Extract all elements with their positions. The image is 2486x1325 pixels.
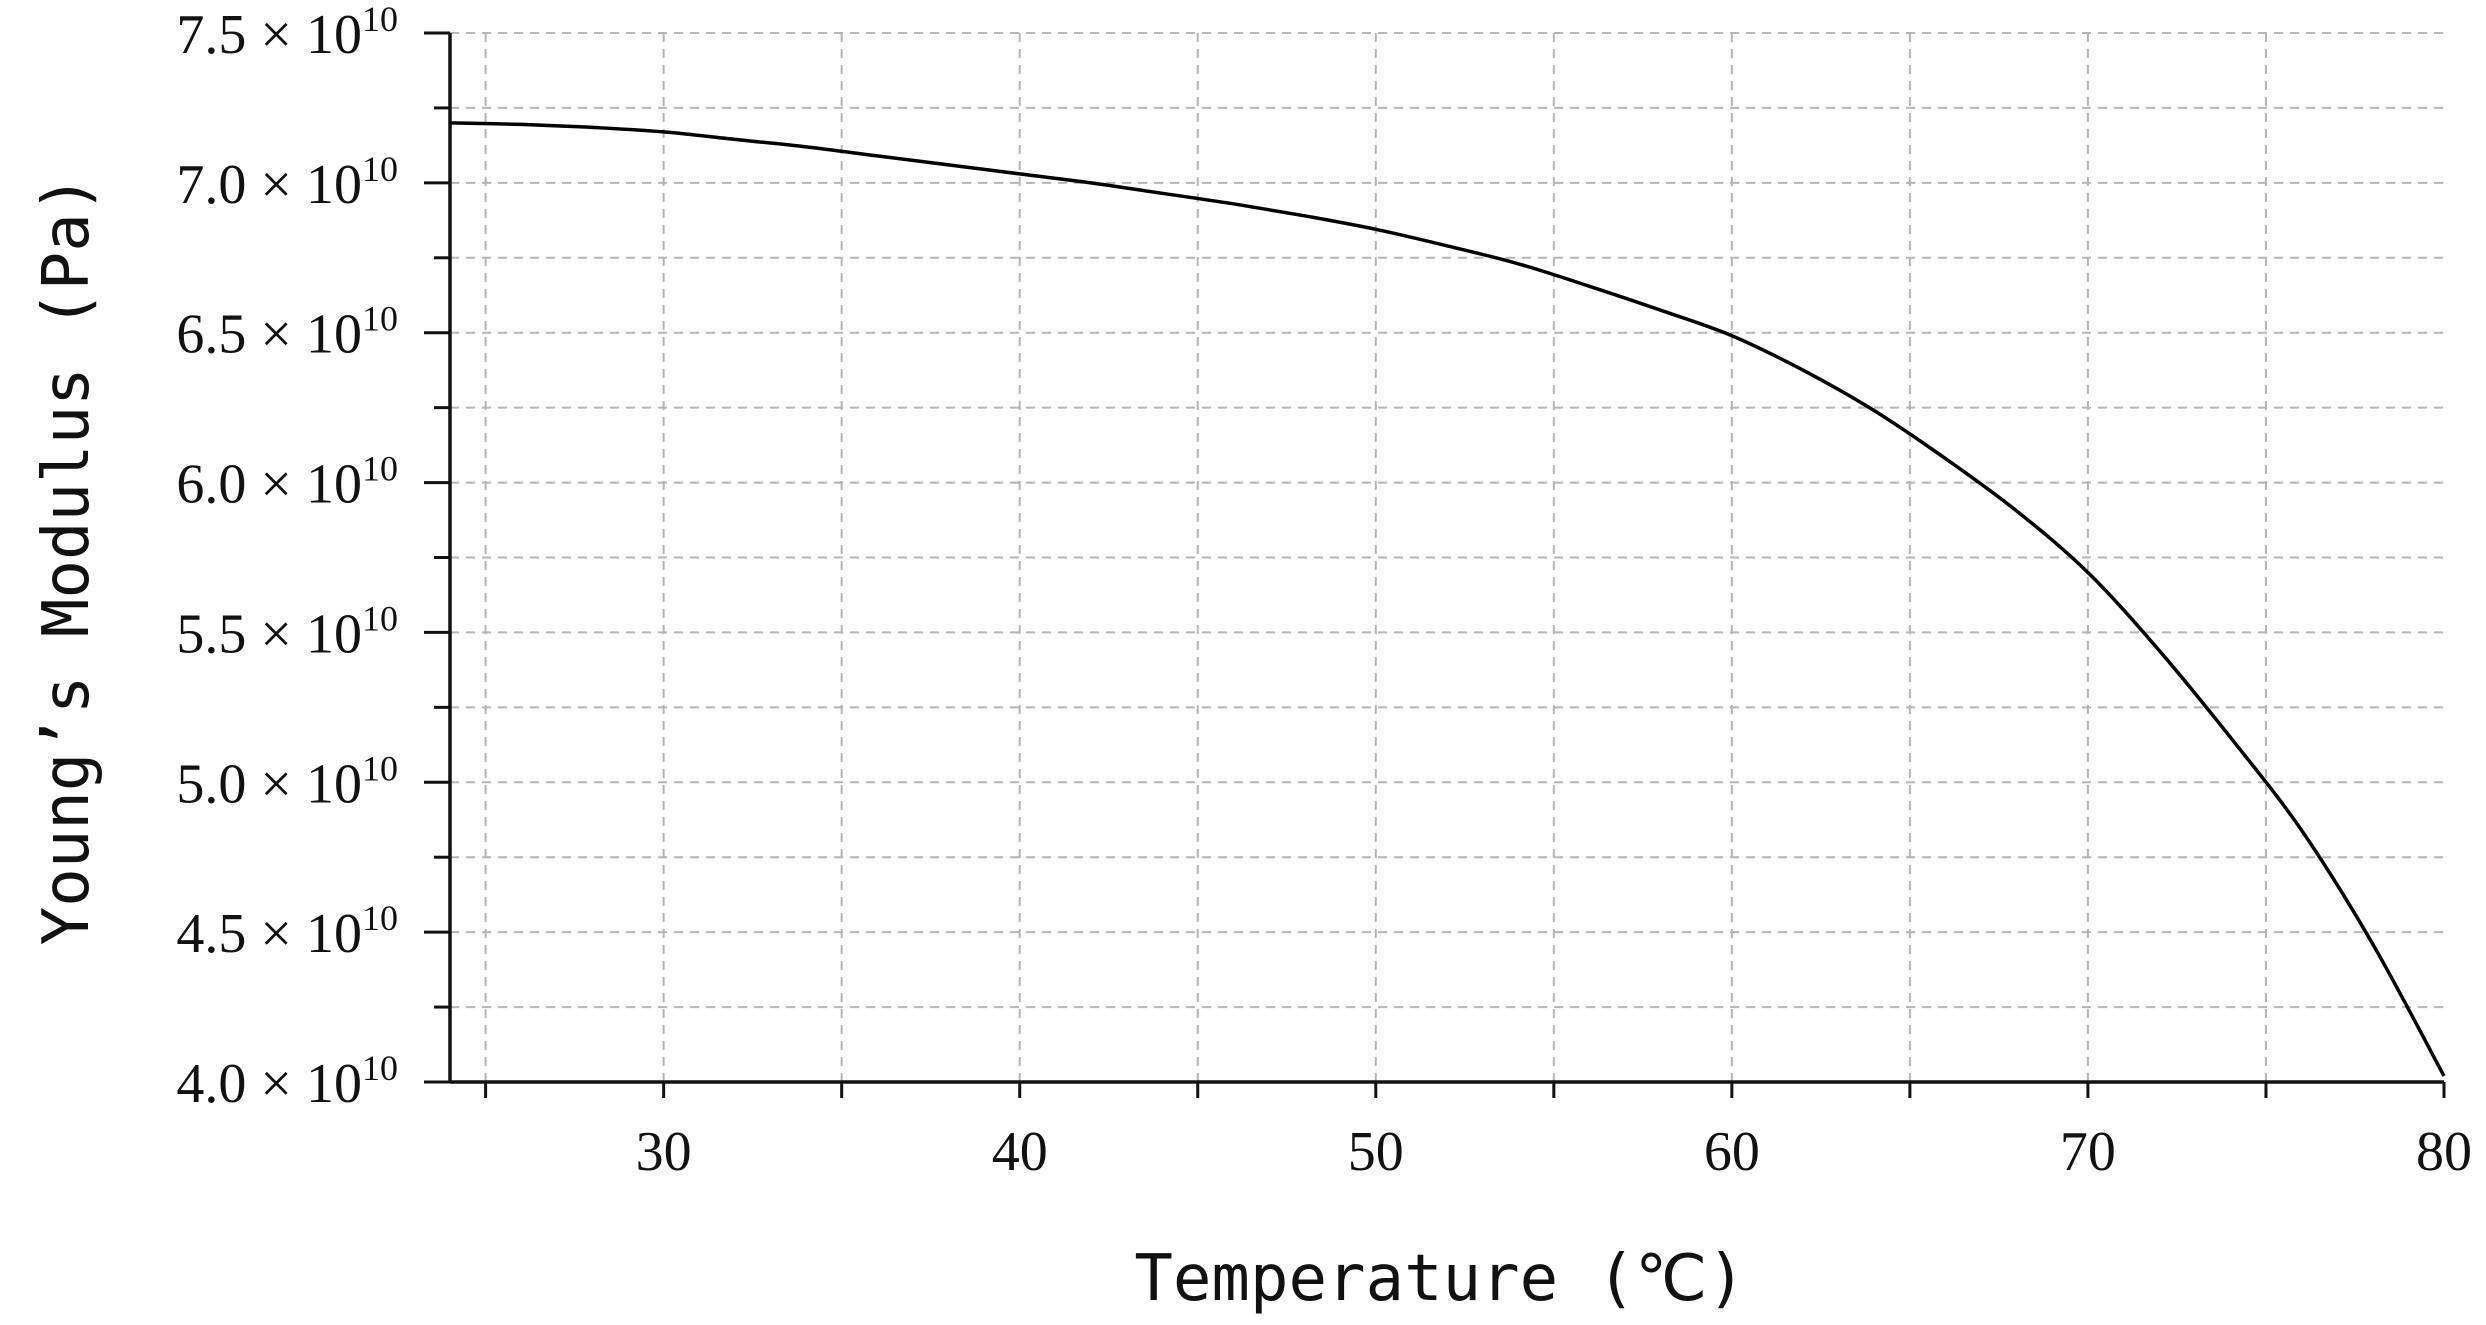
y-tick-base: 10 [306,154,362,216]
y-tick-exponent: 10 [362,1048,398,1088]
series-layer [449,121,2446,1077]
x-tick-label: 50 [1348,1121,1404,1183]
x-tick-label: 80 [2416,1121,2472,1183]
y-tick-label: 6.0 × 1010 [176,449,398,516]
y-tick-exponent: 10 [362,598,398,638]
y-tick-exponent: 10 [362,149,398,189]
y-tick-base: 10 [306,454,362,516]
y-tick-base: 10 [306,753,362,815]
y-tick-mantissa: 7.0 × [176,154,306,216]
x-tick-label: 70 [2060,1121,2116,1183]
y-tick-mantissa: 6.0 × [176,454,306,516]
y-tick-exponent: 10 [362,898,398,938]
y-tick-base: 10 [306,603,362,665]
axis-ticks [424,31,2446,1098]
y-tick-label: 4.0 × 1010 [176,1048,398,1115]
y-tick-label: 5.5 × 1010 [176,598,398,665]
y-tick-base: 10 [306,4,362,66]
y-tick-label: 6.5 × 1010 [176,299,398,366]
y-tick-exponent: 10 [362,299,398,339]
y-tick-mantissa: 6.5 × [176,304,306,366]
y-tick-exponent: 10 [362,748,398,788]
y-tick-exponent: 10 [362,449,398,489]
grid-lines [450,32,2444,1082]
y-tick-mantissa: 4.0 × [176,1053,306,1115]
y-tick-mantissa: 5.5 × [176,603,306,665]
y-tick-label: 5.0 × 1010 [176,748,398,815]
x-tick-label: 60 [1704,1121,1760,1183]
y-tick-mantissa: 7.5 × [176,4,306,66]
y-tick-label: 7.5 × 1010 [176,0,398,66]
y-tick-base: 10 [306,1053,362,1115]
x-tick-labels: 30 40 50 60 70 80 [636,1121,2472,1183]
x-axis-title: Temperature (℃) [1134,1242,1745,1316]
y-tick-base: 10 [306,903,362,965]
y-tick-base: 10 [306,304,362,366]
x-tick-label: 30 [636,1121,692,1183]
y-tick-exponent: 10 [362,0,398,39]
y-tick-label: 4.5 × 1010 [176,898,398,965]
series-line [449,121,2446,1077]
x-tick-label: 40 [992,1121,1048,1183]
y-tick-mantissa: 5.0 × [176,753,306,815]
y-tick-label: 7.0 × 1010 [176,149,398,216]
y-axis-title: Young’s Modulus (Pa) [30,175,104,946]
y-tick-mantissa: 4.5 × [176,903,306,965]
